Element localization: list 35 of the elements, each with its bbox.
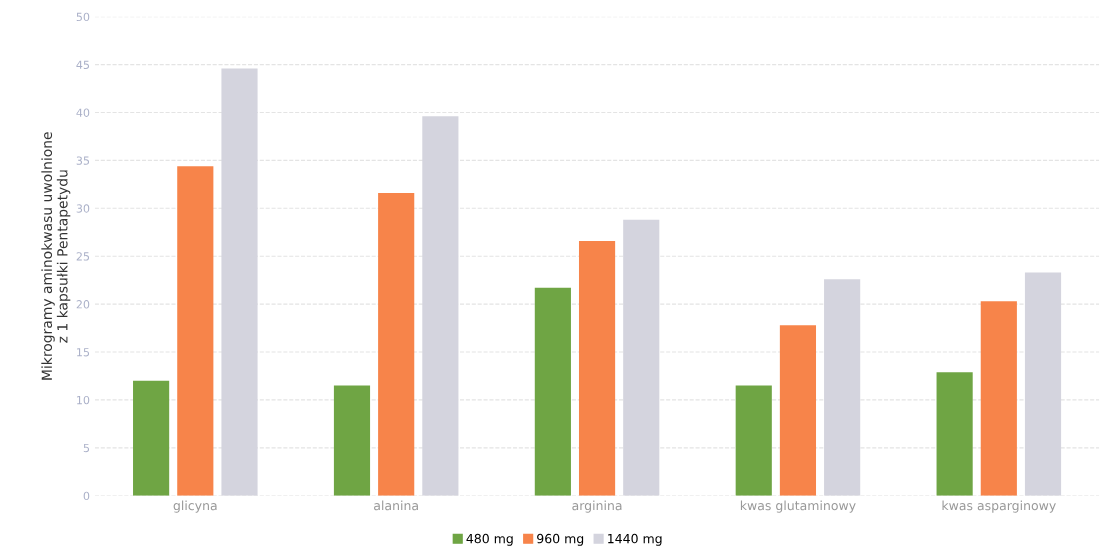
legend-label: 960 mg (537, 533, 584, 546)
y-tick-label: 20 (76, 300, 90, 309)
bar (534, 287, 571, 496)
x-tick-label: alanina (374, 500, 418, 511)
y-tick-label: 0 (83, 491, 90, 501)
legend-label: 480 mg (466, 533, 513, 546)
bar (578, 240, 616, 496)
bar (735, 385, 772, 496)
bar (936, 372, 973, 496)
bar (422, 116, 459, 496)
x-tick-label: kwas asparginowy (942, 500, 1056, 513)
x-tick-label: glicyna (173, 500, 217, 513)
bar (221, 68, 258, 496)
y-tick-label: 5 (83, 443, 90, 453)
bar (1024, 272, 1062, 496)
x-tick-label: kwas glutaminowy (740, 500, 856, 513)
legend-label: 1440 mg (608, 533, 662, 546)
bar (824, 279, 861, 496)
bar (980, 301, 1017, 496)
y-tick-label: 15 (77, 348, 90, 357)
y-tick-label: 30 (76, 204, 90, 213)
y-axis-title: Mikrogramy aminokwasu uwolnione z 1 kapsułki Pentapetydu (41, 132, 71, 380)
y-tick-label: 10 (77, 395, 90, 405)
y-tick-label: 25 (76, 252, 90, 261)
bar (133, 380, 170, 496)
bar (333, 385, 371, 496)
y-tick-label: 40 (76, 108, 90, 117)
bar (623, 219, 660, 496)
y-tick-label: 50 (76, 12, 90, 22)
bar (177, 166, 214, 496)
x-tick-label: arginina (572, 500, 622, 513)
bar (779, 325, 817, 496)
bar (378, 192, 415, 496)
y-tick-label: 45 (76, 60, 90, 69)
y-tick-label: 35 (76, 156, 90, 165)
